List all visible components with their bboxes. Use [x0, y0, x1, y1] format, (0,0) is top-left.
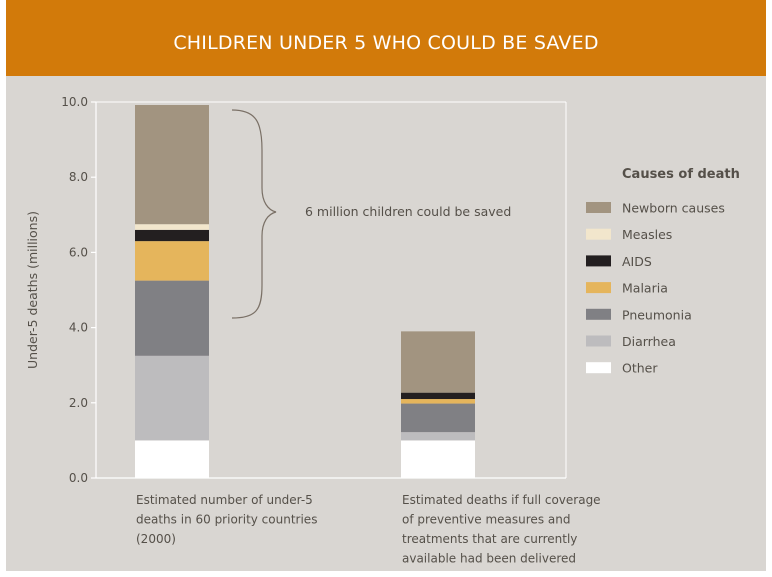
legend-swatch-diarrhea	[586, 335, 611, 347]
bar-segment-aids	[401, 392, 475, 400]
bar-segment-diarrhea	[135, 355, 209, 441]
y-tick-label: 0.0	[69, 471, 88, 485]
legend-swatch-aids	[586, 255, 611, 267]
legend-label: Measles	[622, 227, 672, 242]
bar-segment-diarrhea	[401, 432, 475, 441]
category-label: Estimated number of under-5	[136, 493, 313, 507]
bar-segment-other	[135, 440, 209, 478]
legend-swatch-malaria	[586, 282, 611, 294]
legend-swatch-newborn-causes	[586, 202, 611, 213]
y-tick-label: 8.0	[69, 170, 88, 184]
legend-label: AIDS	[622, 254, 652, 269]
category-label: treatments that are currently	[402, 532, 577, 546]
category-label: Estimated deaths if full coverage	[402, 493, 601, 507]
bar-segment-measles	[135, 224, 209, 230]
chart-frame: CHILDREN UNDER 5 WHO COULD BE SAVED 0.0 2…	[6, 0, 766, 571]
y-tick-label: 10.0	[61, 95, 88, 109]
y-tick-label: 2.0	[69, 396, 88, 410]
category-label: deaths in 60 priority countries	[136, 513, 317, 527]
legend-label: Pneumonia	[622, 307, 692, 322]
category-label: of preventive measures and	[402, 513, 570, 527]
y-tick-label: 4.0	[69, 321, 88, 335]
y-tick-label: 6.0	[69, 245, 88, 259]
chart-canvas: 0.0 2.0 4.0 6.0 8.0 10.0 Under-5 deaths (milli…	[25, 95, 740, 566]
category-label: available had been delivered	[402, 552, 576, 566]
legend-label: Other	[622, 361, 658, 376]
bar-segment-malaria	[401, 399, 475, 404]
y-axis-label: Under-5 deaths (millions)	[25, 211, 40, 369]
bar-segment-aids	[135, 229, 209, 242]
legend-swatch-pneumonia	[586, 308, 611, 320]
legend-label: Malaria	[622, 281, 668, 296]
bar-segment-newborn-causes	[135, 105, 209, 225]
annotation-text: 6 million children could be saved	[305, 204, 511, 219]
bar-segment-newborn-causes	[401, 331, 475, 393]
bar-segment-malaria	[135, 241, 209, 281]
legend-label: Newborn causes	[622, 201, 725, 216]
bar-segment-other	[401, 440, 475, 478]
title-bar: CHILDREN UNDER 5 WHO COULD BE SAVED	[6, 0, 766, 76]
bar-segment-pneumonia	[135, 280, 209, 356]
curly-brace	[231, 109, 277, 319]
legend-title: Causes of death	[622, 167, 740, 182]
legend-label: Diarrhea	[622, 334, 676, 349]
legend-swatch-other	[586, 362, 611, 374]
chart-title: CHILDREN UNDER 5 WHO COULD BE SAVED	[173, 32, 599, 54]
legend-swatch-measles	[586, 228, 611, 240]
bar-segment-pneumonia	[401, 403, 475, 433]
category-label: (2000)	[136, 532, 176, 546]
